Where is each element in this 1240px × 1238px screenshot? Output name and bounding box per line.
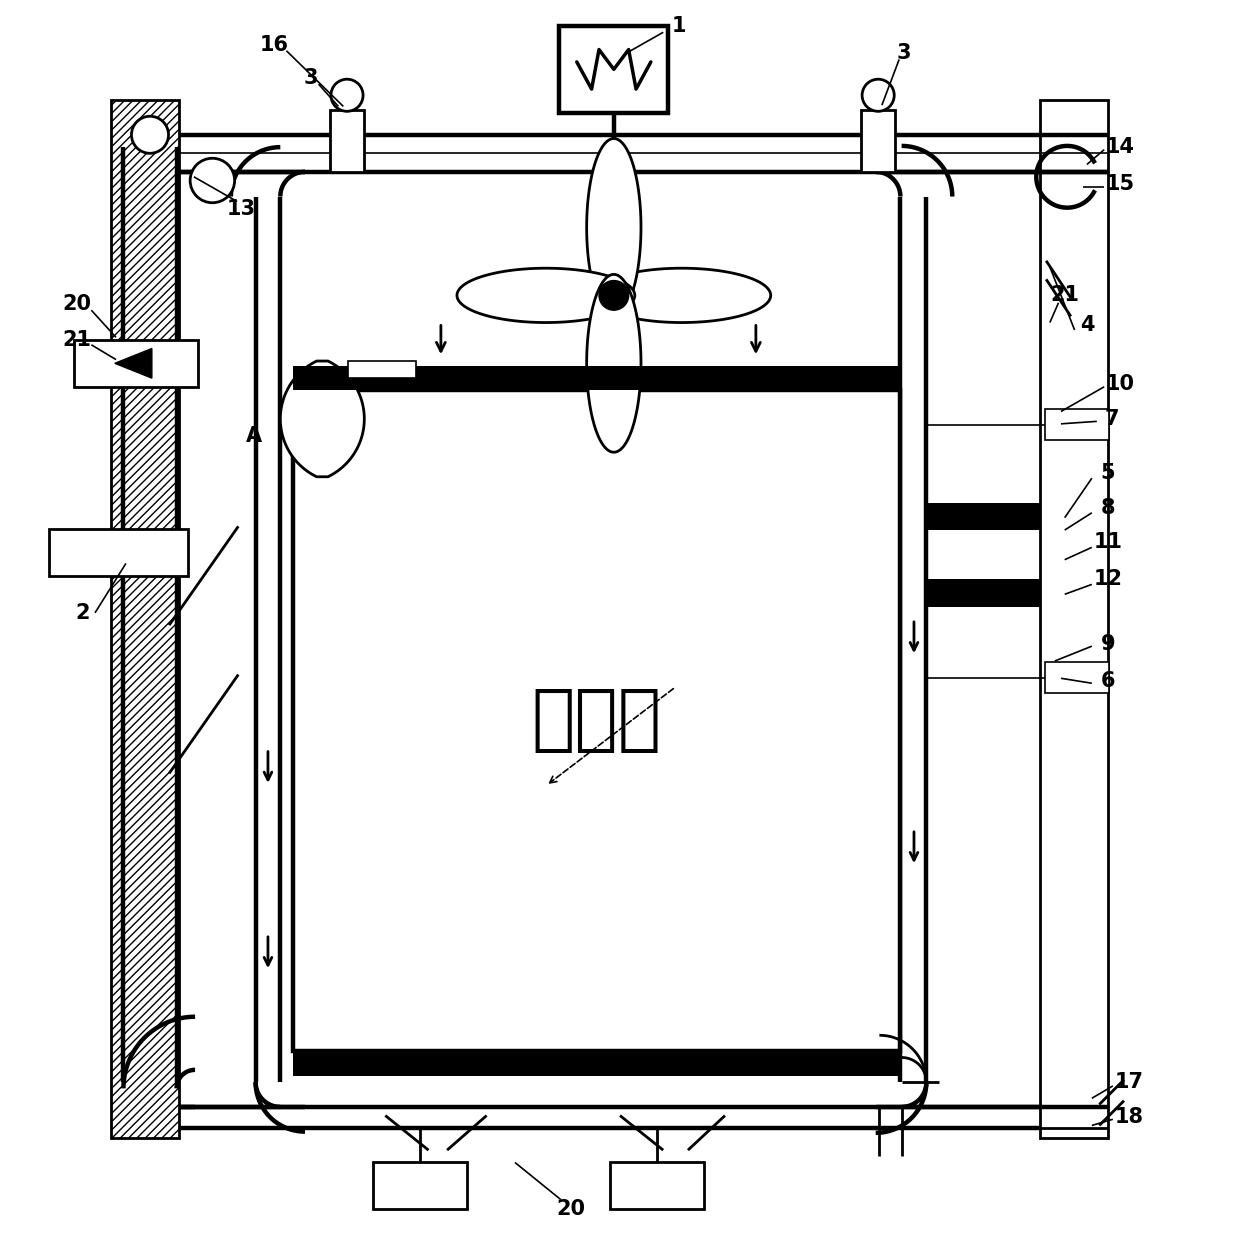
Polygon shape xyxy=(587,139,641,317)
Circle shape xyxy=(131,116,169,154)
Text: 16: 16 xyxy=(259,35,289,54)
Circle shape xyxy=(862,79,894,111)
Bar xyxy=(293,1051,900,1076)
Text: 12: 12 xyxy=(1094,569,1122,589)
Bar xyxy=(1040,100,1107,1138)
Text: 3: 3 xyxy=(304,68,319,88)
Bar xyxy=(373,1162,466,1210)
Polygon shape xyxy=(458,269,635,323)
Bar xyxy=(293,365,900,390)
Text: 21: 21 xyxy=(1050,286,1079,306)
Text: 7: 7 xyxy=(1105,409,1118,428)
Text: 2: 2 xyxy=(76,603,91,623)
Text: A: A xyxy=(247,426,263,446)
Polygon shape xyxy=(280,361,365,477)
Bar xyxy=(559,26,668,113)
Bar xyxy=(1045,662,1109,693)
Text: 8: 8 xyxy=(1101,498,1115,517)
Polygon shape xyxy=(115,348,151,378)
Circle shape xyxy=(599,281,629,311)
Text: 17: 17 xyxy=(1115,1072,1143,1092)
Bar xyxy=(1045,409,1109,439)
Bar xyxy=(926,503,1040,530)
Bar xyxy=(861,110,895,172)
Text: 5: 5 xyxy=(1101,463,1115,483)
Text: 6: 6 xyxy=(1101,671,1115,691)
Polygon shape xyxy=(593,269,771,323)
Text: 13: 13 xyxy=(226,199,255,219)
Text: 9: 9 xyxy=(1101,634,1115,654)
Bar xyxy=(348,360,417,378)
Text: 18: 18 xyxy=(1115,1107,1143,1127)
Text: 4: 4 xyxy=(1080,314,1094,335)
Text: 21: 21 xyxy=(62,329,91,350)
Circle shape xyxy=(331,79,363,111)
Bar xyxy=(330,110,365,172)
Bar xyxy=(610,1162,704,1210)
Bar xyxy=(74,340,197,386)
Text: 20: 20 xyxy=(556,1200,585,1219)
Circle shape xyxy=(190,158,234,203)
Bar xyxy=(293,390,900,1051)
Text: 10: 10 xyxy=(1106,374,1135,395)
Bar xyxy=(50,529,187,576)
Text: 14: 14 xyxy=(1106,137,1135,157)
Text: 工作区: 工作区 xyxy=(532,686,662,755)
Polygon shape xyxy=(587,275,641,452)
Text: 11: 11 xyxy=(1094,532,1122,552)
Bar xyxy=(112,100,179,1138)
Text: 3: 3 xyxy=(897,43,911,63)
Text: 20: 20 xyxy=(62,293,91,314)
Text: 15: 15 xyxy=(1106,175,1135,194)
Bar xyxy=(926,579,1040,607)
Text: 1: 1 xyxy=(672,16,687,36)
